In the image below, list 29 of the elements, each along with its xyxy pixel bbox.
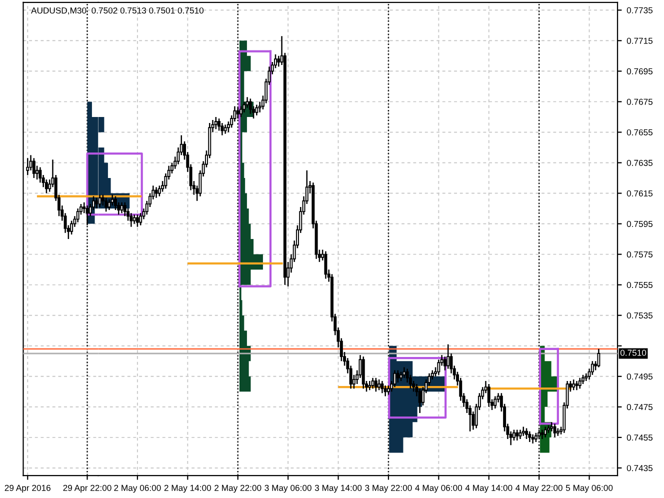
y-tick-label: 0.7535 — [626, 312, 653, 319]
y-tick-label: 0.7455 — [626, 434, 653, 441]
y-tick-label: 0.7675 — [626, 98, 653, 105]
y-tick-label: 0.7495 — [626, 374, 653, 380]
y-tick-label: 0.7615 — [626, 190, 653, 196]
x-tick-label: 2 May 14:00 — [164, 484, 212, 493]
y-tick-label: 0.7735 — [626, 7, 653, 14]
y-tick-label: 0.7635 — [626, 160, 653, 166]
y-tick-label: 0.7595 — [626, 220, 653, 227]
ref-line-label: 0.7510 — [620, 350, 646, 356]
x-tick-label: 4 May 22:00 — [516, 484, 562, 493]
x-tick-label: 2 May 06:00 — [114, 484, 161, 493]
y-tick-label: 0.7715 — [626, 38, 653, 44]
x-tick-label: 4 May 14:00 — [465, 484, 512, 493]
y-tick-label: 0.7575 — [626, 251, 653, 258]
x-tick-label: 3 May 22:00 — [365, 484, 412, 493]
y-tick-label: 0.7555 — [626, 282, 653, 288]
x-tick-label: 5 May 06:00 — [566, 484, 613, 493]
x-tick-label: 2 May 22:00 — [214, 484, 262, 493]
x-tick-label: 29 Apr 2016 — [4, 484, 50, 493]
y-tick-label: 0.7655 — [626, 129, 653, 136]
x-tick-label: 3 May 14:00 — [314, 484, 362, 493]
y-tick-label: 0.7475 — [626, 404, 653, 410]
x-tick-label: 29 Apr 22:00 — [63, 484, 112, 493]
text: AUDUSD,M30 0.7502 0.7513 0.7501 0.7510 — [31, 7, 204, 15]
x-tick-label: 4 May 06:00 — [415, 484, 462, 493]
y-tick-label: 0.7695 — [626, 68, 653, 74]
y-tick-label: 0.7435 — [626, 465, 653, 472]
x-tick-label: 3 May 06:00 — [264, 484, 312, 493]
